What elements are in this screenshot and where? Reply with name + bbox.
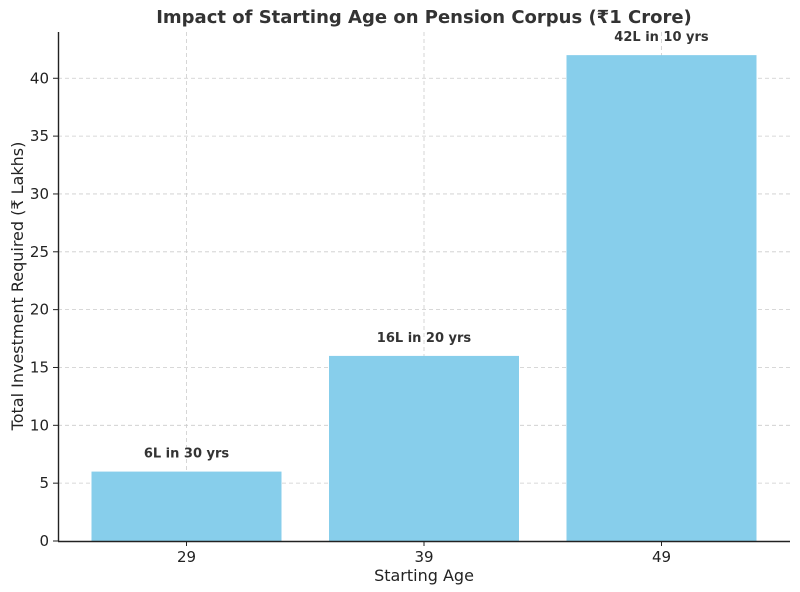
x-axis-label: Starting Age [374, 566, 474, 585]
x-tick-label: 49 [652, 548, 671, 566]
chart-title: Impact of Starting Age on Pension Corpus… [156, 7, 692, 28]
x-tick-label: 29 [177, 548, 196, 566]
bar-29 [91, 471, 282, 541]
y-tick-label: 15 [30, 358, 49, 376]
bars [91, 55, 757, 542]
y-tick-label: 30 [30, 185, 49, 203]
y-tick-label: 25 [30, 243, 49, 261]
bar-data-label: 16L in 20 yrs [377, 331, 472, 346]
bar-labels: 6L in 30 yrs 16L in 20 yrs 42L in 10 yrs [144, 30, 709, 461]
bar-39 [329, 355, 519, 541]
bar-data-label: 42L in 10 yrs [614, 30, 709, 45]
y-axis-label: Total Investment Required (₹ Lakhs) [8, 142, 27, 432]
y-tick-label: 20 [30, 301, 49, 319]
y-tick-label: 0 [39, 532, 49, 550]
x-tick-label: 39 [414, 548, 433, 566]
y-tick-label: 10 [30, 416, 49, 434]
ticks: 0 5 10 15 20 25 30 35 40 29 39 49 [30, 69, 671, 566]
y-tick-label: 40 [30, 69, 49, 87]
bar-data-label: 6L in 30 yrs [144, 447, 230, 462]
y-tick-label: 35 [30, 127, 49, 145]
y-tick-label: 5 [39, 474, 49, 492]
bar-49 [566, 55, 757, 542]
